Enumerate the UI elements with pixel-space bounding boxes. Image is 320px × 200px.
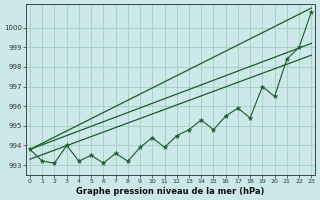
X-axis label: Graphe pression niveau de la mer (hPa): Graphe pression niveau de la mer (hPa) bbox=[76, 187, 265, 196]
